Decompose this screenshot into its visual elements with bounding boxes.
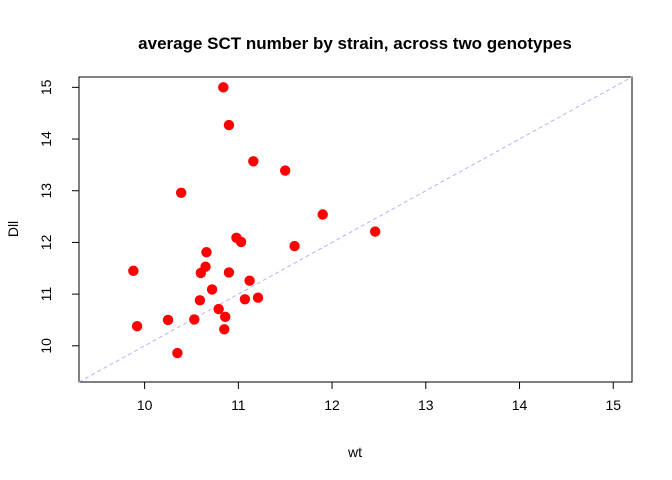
data-point: [131, 320, 143, 332]
y-tick-label: 10: [38, 338, 54, 354]
data-point: [223, 267, 235, 278]
x-tick-label: 12: [324, 397, 340, 413]
data-point: [162, 314, 174, 326]
data-point: [244, 275, 255, 286]
data-point: [252, 292, 264, 303]
x-tick-label: 10: [137, 397, 153, 413]
x-tick-label: 14: [512, 397, 528, 413]
y-tick-label: 14: [38, 131, 54, 147]
data-point: [194, 295, 206, 306]
reference-line-layer: [78, 76, 633, 383]
data-point: [248, 156, 259, 167]
identity-reference-line: [78, 76, 633, 383]
data-point: [201, 247, 212, 258]
data-point: [289, 240, 300, 252]
x-axis: 10 11 12 13 14 15: [137, 381, 621, 413]
data-point: [175, 187, 187, 198]
y-tick-label: 15: [38, 79, 54, 95]
points-layer: [128, 82, 381, 359]
data-point: [128, 265, 139, 277]
y-tick-label: 12: [38, 234, 54, 250]
data-point: [239, 294, 251, 305]
data-point: [317, 209, 328, 220]
data-point: [200, 261, 211, 272]
chart-title: average SCT number by strain, across two…: [138, 34, 572, 53]
y-tick-label: 11: [38, 287, 54, 302]
x-tick-label: 13: [418, 397, 434, 413]
y-axis: 10 11 12 13 14 15: [38, 79, 80, 354]
data-point: [223, 119, 235, 131]
data-point: [280, 165, 291, 176]
y-axis-label: Dll: [5, 221, 21, 237]
data-point: [206, 284, 218, 295]
data-point: [213, 303, 224, 315]
data-point: [219, 324, 230, 335]
data-point: [220, 311, 231, 323]
x-tick-label: 11: [231, 397, 246, 413]
data-point: [172, 347, 183, 359]
x-axis-label: wt: [347, 444, 362, 460]
y-tick-label: 13: [38, 183, 54, 199]
data-point: [189, 314, 200, 325]
data-point: [369, 226, 381, 237]
x-tick-label: 15: [605, 397, 621, 413]
data-point: [235, 236, 247, 248]
data-point: [218, 82, 229, 93]
